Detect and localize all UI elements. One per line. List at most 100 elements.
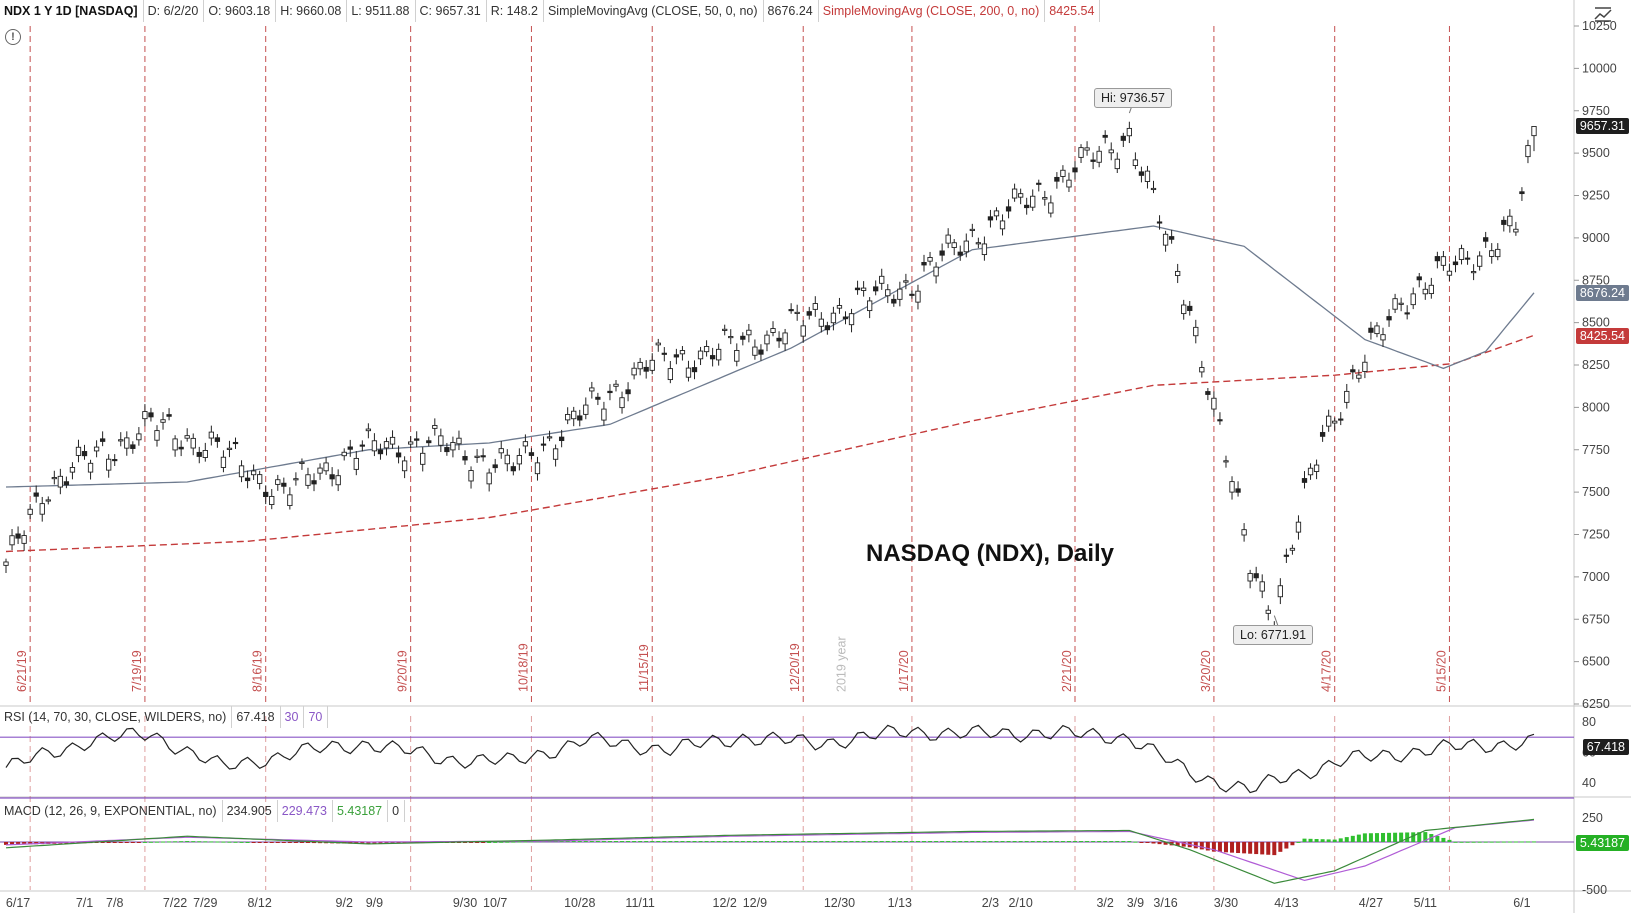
macd-histogram-bar: [795, 841, 800, 843]
candle-body: [939, 250, 945, 256]
macd-label[interactable]: MACD (12, 26, 9, EXPONENTIAL, no): [0, 800, 223, 822]
candle-body: [450, 442, 456, 451]
chart-settings-icon[interactable]: [1593, 5, 1613, 23]
candle-body: [232, 441, 239, 445]
price-tick-label: 7750: [1582, 443, 1610, 457]
macd-histogram-bar: [1242, 842, 1247, 854]
high-label: H: 9660.08: [276, 0, 348, 22]
candle: [63, 476, 70, 489]
candle: [365, 423, 372, 439]
macd-histogram-bar: [305, 842, 310, 843]
candle-body: [860, 287, 867, 291]
candle: [1042, 190, 1048, 206]
x-tick-label: 9/2: [336, 896, 353, 910]
year-marker: 2019 year: [834, 636, 848, 692]
macd-histogram-bar: [764, 841, 769, 843]
candle: [444, 442, 450, 456]
candle-body: [63, 481, 70, 486]
info-icon[interactable]: !: [5, 29, 21, 45]
candle-body: [951, 242, 957, 248]
x-tick-label: 6/1: [1513, 896, 1530, 910]
candle-body: [637, 361, 643, 370]
candle-body: [993, 210, 1000, 217]
macd-histogram-bar: [1024, 841, 1029, 843]
price-tick-label: 10000: [1582, 61, 1617, 75]
macd-line: [5, 818, 1535, 884]
candle-body: [226, 447, 233, 450]
candle: [1458, 244, 1465, 265]
macd-diff-value: 5.43187: [333, 800, 389, 822]
candle-body: [1470, 271, 1477, 274]
candle: [945, 228, 951, 249]
candle-body: [1138, 171, 1145, 176]
candle-body: [788, 309, 794, 312]
sma50-label[interactable]: SimpleMovingAvg (CLOSE, 50, 0, no): [544, 0, 764, 22]
candle-body: [1066, 179, 1072, 188]
candle: [305, 467, 311, 489]
candle: [969, 223, 975, 238]
macd-histogram-bar: [1507, 841, 1512, 843]
candle-body: [1132, 159, 1139, 166]
candle-body: [655, 342, 661, 346]
rsi-tick-label: 80: [1582, 715, 1596, 729]
candle: [257, 470, 263, 490]
candle: [1090, 152, 1096, 170]
candle-body: [854, 287, 861, 291]
macd-histogram-bar: [203, 841, 208, 843]
candle: [1211, 391, 1217, 417]
candle-body: [1036, 182, 1042, 185]
chart-title: NASDAQ (NDX), Daily: [866, 540, 1115, 567]
macd-histogram-bar: [239, 841, 244, 843]
candle: [353, 451, 359, 476]
candle-body: [1017, 193, 1024, 198]
candle: [897, 281, 903, 307]
candle: [1229, 476, 1235, 500]
candle: [1150, 180, 1157, 194]
candle: [933, 262, 939, 284]
candle-body: [703, 346, 710, 353]
candle-body: [999, 220, 1006, 230]
candle: [867, 297, 873, 319]
symbol-label[interactable]: NDX 1 Y 1D [NASDAQ]: [0, 0, 144, 22]
candle: [184, 428, 190, 442]
candle: [214, 434, 221, 448]
rsi-label[interactable]: RSI (14, 70, 30, CLOSE, WILDERS, no): [0, 706, 233, 728]
candle-body: [873, 286, 879, 292]
candle-body: [516, 455, 523, 465]
candle: [335, 469, 341, 492]
candle: [1108, 142, 1114, 161]
macd-histogram-bar: [849, 841, 854, 843]
candle: [1380, 327, 1386, 347]
candle-body: [1241, 529, 1247, 536]
candle-body: [1326, 415, 1332, 427]
candle: [1507, 209, 1513, 233]
macd-signal-line: [5, 819, 1535, 882]
candle-body: [130, 444, 136, 449]
sma200-label[interactable]: SimpleMovingAvg (CLOSE, 200, 0, no): [819, 0, 1046, 22]
macd-histogram-bar: [565, 841, 570, 843]
candle-body: [93, 446, 100, 452]
candle-body: [1265, 609, 1271, 614]
event-date-label: 10/18/19: [516, 643, 530, 692]
macd-histogram-bar: [867, 841, 872, 843]
candle-body: [1525, 145, 1531, 158]
price-pane: [0, 26, 1574, 704]
candle: [1283, 548, 1290, 563]
candle-body: [27, 508, 33, 515]
macd-histogram-bar: [4, 842, 8, 845]
candle: [1470, 264, 1477, 281]
candle: [486, 468, 492, 492]
candle: [1162, 230, 1169, 252]
candle: [202, 442, 208, 462]
candle: [250, 464, 257, 480]
candle-body: [969, 228, 975, 231]
macd-histogram-bar: [1290, 842, 1295, 846]
candle: [1156, 215, 1163, 230]
candle: [957, 245, 963, 261]
candle-body: [589, 387, 595, 392]
candle-body: [1368, 327, 1374, 333]
candle-body: [1295, 521, 1302, 533]
candle: [347, 439, 353, 457]
candle-body: [341, 451, 347, 457]
